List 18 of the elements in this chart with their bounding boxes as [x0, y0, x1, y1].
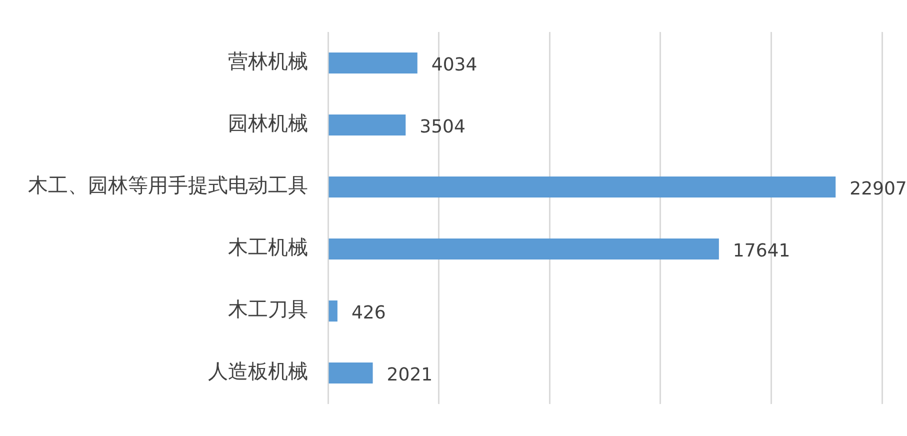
bar	[328, 238, 719, 260]
bar	[328, 114, 406, 136]
y-tick-label: 园林机械	[228, 111, 308, 136]
data-label: 2021	[386, 364, 433, 386]
bar	[328, 52, 418, 74]
data-label: 4034	[431, 54, 478, 76]
data-label: 22907	[850, 178, 907, 200]
y-tick-label: 木工刀具	[228, 297, 308, 322]
data-label: 426	[351, 302, 386, 324]
y-tick-label: 营林机械	[228, 49, 308, 74]
bar	[328, 176, 836, 198]
data-label: 3504	[420, 116, 466, 138]
data-label: 17641	[732, 240, 790, 262]
bar	[328, 300, 338, 322]
y-tick-label: 木工、园林等用手提式电动工具	[28, 173, 308, 198]
bar	[328, 362, 373, 384]
y-tick-label: 人造板机械	[208, 359, 308, 384]
y-tick-label: 木工机械	[228, 235, 308, 260]
